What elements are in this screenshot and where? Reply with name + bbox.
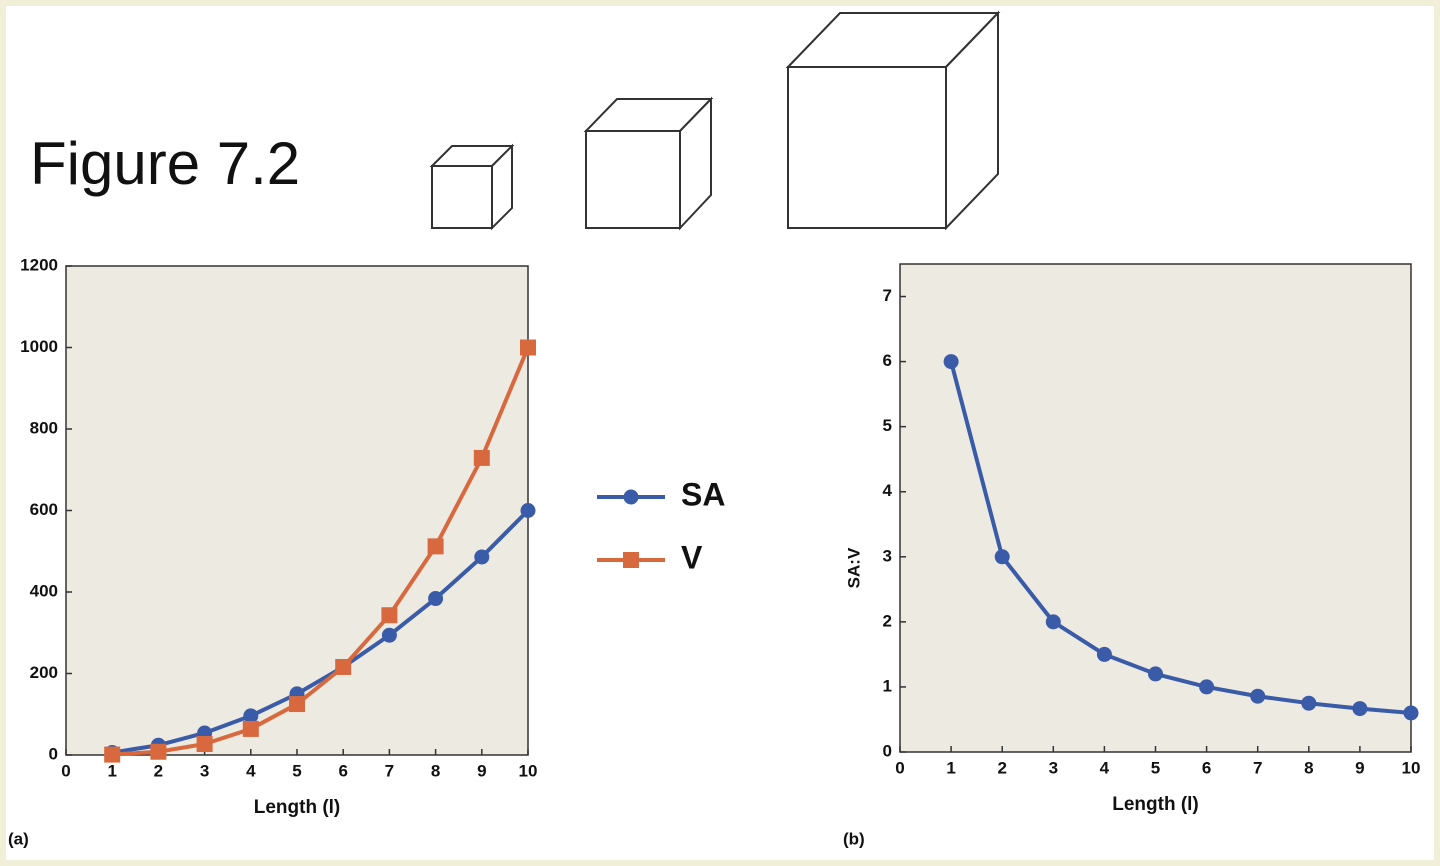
y-tick-label: 6 (883, 351, 892, 370)
y-tick-label: 400 (30, 581, 58, 600)
x-tick-label: 6 (338, 761, 347, 780)
data-point (474, 549, 490, 565)
data-point (1148, 666, 1163, 682)
x-axis-label: Length (l) (254, 797, 341, 818)
y-tick-label: 200 (30, 663, 58, 682)
x-tick-label: 7 (385, 761, 394, 780)
x-axis-label: Length (l) (1112, 794, 1199, 815)
x-tick-label: 8 (431, 761, 440, 780)
data-point (1301, 695, 1317, 711)
data-point (1199, 679, 1215, 695)
y-tick-label: 0 (883, 741, 892, 760)
legend-label: SA (681, 476, 725, 512)
data-point (1250, 688, 1266, 704)
x-tick-label: 8 (1304, 758, 1313, 777)
data-point (520, 503, 536, 518)
series-line (949, 361, 1412, 715)
data-point (520, 339, 536, 356)
x-tick-label: 1 (107, 761, 116, 780)
y-tick-label: 1000 (20, 337, 58, 356)
series-line (111, 509, 530, 755)
figure-title: Figure 7.2 (30, 130, 300, 197)
x-tick-label: 3 (1049, 758, 1058, 777)
data-point (1096, 646, 1112, 662)
data-point (289, 696, 305, 713)
x-tick-label: 10 (519, 761, 538, 780)
data-point (1352, 701, 1368, 717)
x-tick-label: 0 (61, 761, 70, 780)
data-point (428, 591, 444, 607)
y-tick-label: 3 (883, 546, 892, 565)
y-tick-label: 0 (49, 744, 58, 763)
y-axis-label: SA:V (844, 547, 863, 588)
cube-small (429, 143, 515, 231)
x-tick-label: 7 (1253, 758, 1262, 777)
data-point (381, 607, 398, 624)
y-tick-label: 800 (30, 418, 58, 437)
cube-large (785, 10, 1001, 231)
plot-area (65, 265, 529, 756)
data-point (943, 354, 959, 370)
y-tick-label: 7 (883, 286, 892, 305)
x-tick-label: 4 (246, 761, 256, 780)
y-tick-label: 2 (883, 611, 892, 630)
data-point (196, 735, 213, 752)
data-point (1403, 705, 1419, 721)
data-point (381, 627, 397, 643)
y-tick-label: 4 (883, 481, 893, 500)
y-tick-label: 1 (883, 676, 892, 695)
panel-label: (b) (843, 829, 865, 848)
x-tick-label: 4 (1100, 758, 1110, 777)
cube-medium (583, 96, 714, 231)
data-point (427, 538, 444, 555)
x-tick-label: 3 (200, 761, 209, 780)
y-tick-label: 600 (30, 500, 58, 519)
legend-marker (623, 489, 639, 505)
x-tick-label: 10 (1402, 758, 1421, 777)
data-point (473, 449, 490, 466)
data-point (104, 746, 121, 763)
x-tick-label: 2 (997, 758, 1006, 777)
data-point (335, 658, 352, 675)
x-tick-label: 6 (1202, 758, 1211, 777)
data-point (1045, 614, 1061, 630)
x-tick-label: 9 (477, 761, 486, 780)
data-point (150, 743, 167, 760)
data-point (242, 720, 259, 737)
x-tick-label: 9 (1355, 758, 1364, 777)
data-point (994, 549, 1010, 565)
series-line (112, 346, 530, 757)
x-tick-label: 1 (946, 758, 955, 777)
x-tick-label: 2 (154, 761, 163, 780)
panel-label: (a) (8, 829, 29, 848)
y-tick-label: 5 (883, 416, 892, 435)
data-point (243, 708, 259, 724)
legend-label: V (681, 539, 703, 575)
legend-marker (623, 552, 639, 568)
x-tick-label: 5 (292, 761, 301, 780)
x-tick-label: 5 (1151, 758, 1160, 777)
x-tick-label: 0 (895, 758, 904, 777)
y-tick-label: 1200 (20, 255, 58, 274)
